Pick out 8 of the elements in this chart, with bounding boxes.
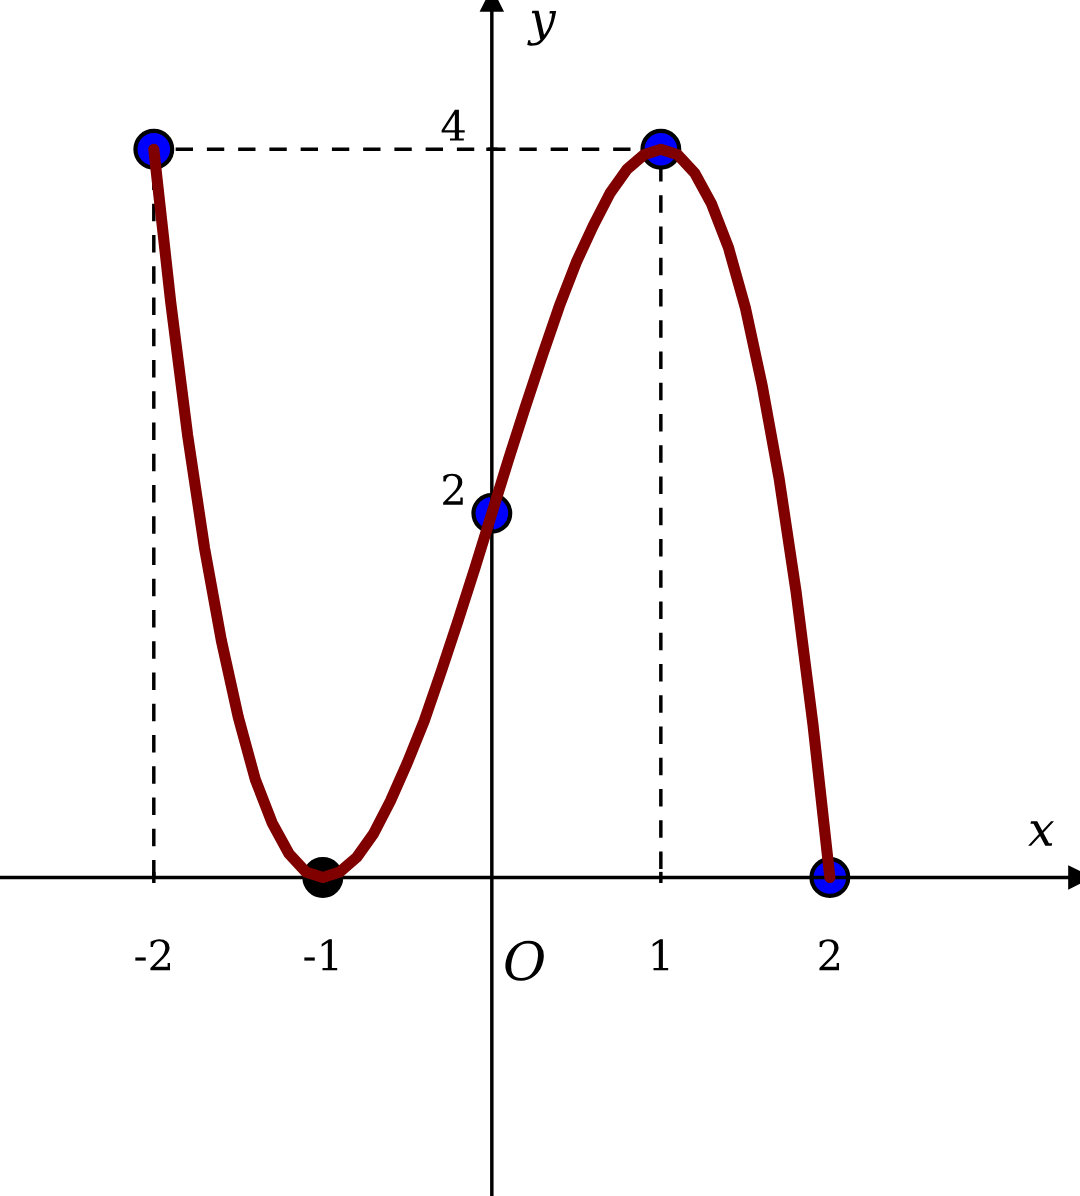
y-tick-label: 4 xyxy=(441,109,465,141)
x-tick-label: -2 xyxy=(135,939,171,971)
y-axis-title: y xyxy=(527,10,557,46)
x-tick-label: 2 xyxy=(819,939,840,971)
annotation: O xyxy=(505,940,544,981)
x-axis-title: x xyxy=(1028,821,1054,846)
x-tick-label: 1 xyxy=(652,939,669,971)
x-tick-label: -1 xyxy=(304,939,338,971)
